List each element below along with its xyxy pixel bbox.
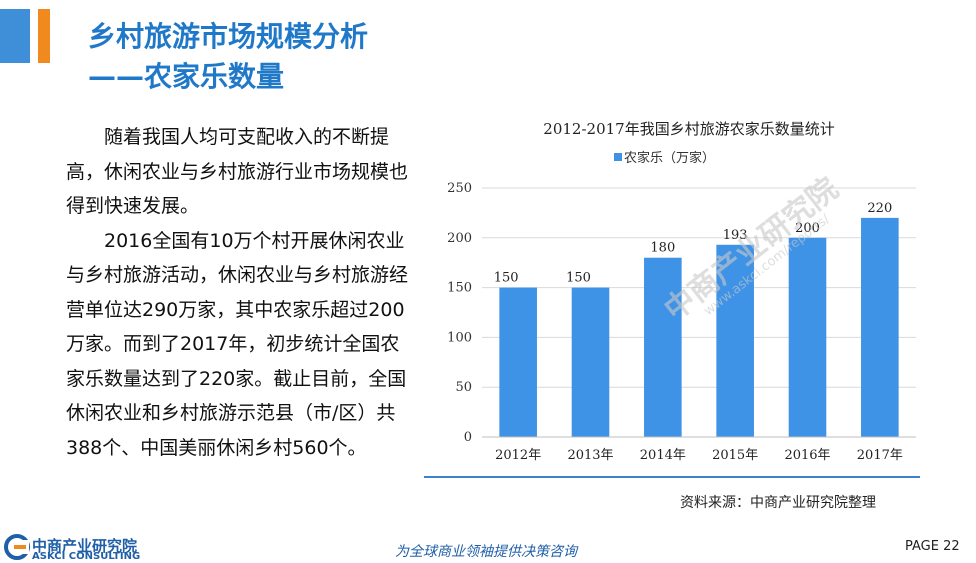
logo-text-en: ASKCI CONSULTING: [32, 551, 141, 562]
header-accent-orange: [38, 9, 50, 63]
x-tick-label: 2016年: [784, 448, 830, 463]
bar: [571, 287, 610, 437]
page-subtitle: ——农家乐数量: [88, 60, 285, 93]
company-logo-icon: [4, 534, 30, 560]
x-tick-label: 2012年: [495, 448, 541, 463]
data-label: 150: [566, 271, 591, 286]
y-tick-label: 200: [447, 231, 472, 246]
x-tick-label: 2017年: [857, 448, 903, 463]
bar: [644, 257, 682, 437]
legend-swatch: [614, 153, 622, 161]
chart-title: 2012-2017年我国乡村旅游农家乐数量统计: [543, 120, 834, 138]
footer-slogan: 为全球商业领袖提供决策咨询: [395, 544, 577, 560]
divider-line: [424, 476, 920, 478]
y-tick-label: 0: [464, 430, 472, 445]
y-tick-label: 50: [455, 380, 472, 395]
y-tick-label: 150: [447, 281, 472, 296]
bar: [861, 217, 899, 437]
data-label: 200: [795, 221, 820, 236]
header-accent-blue: [0, 9, 30, 63]
x-tick-label: 2015年: [712, 448, 758, 463]
data-label: 180: [650, 241, 675, 256]
bar: [788, 237, 827, 437]
bar: [499, 287, 537, 437]
data-label: 220: [867, 201, 892, 216]
body-text: 随着我国人均可支配收入的不断提高，休闲农业与乡村旅游行业市场规模也得到快速发展。…: [66, 120, 416, 465]
logo-text-cn: 中商产业研究院: [32, 537, 138, 555]
x-tick-label: 2013年: [567, 448, 613, 463]
x-tick-label: 2014年: [640, 448, 686, 463]
page-number: PAGE 22: [905, 539, 960, 554]
data-label: 150: [494, 271, 519, 286]
data-label: 193: [723, 228, 748, 243]
source-note: 资料来源：中商产业研究院整理: [680, 495, 876, 511]
bar: [716, 244, 754, 437]
y-tick-label: 250: [447, 181, 472, 196]
legend-label: 农家乐（万家）: [624, 150, 715, 166]
y-tick-label: 100: [447, 330, 472, 345]
paragraph-1: 随着我国人均可支配收入的不断提高，休闲农业与乡村旅游行业市场规模也得到快速发展。: [66, 126, 409, 217]
page-title: 乡村旅游市场规模分析: [88, 20, 369, 53]
paragraph-2: 2016全国有10万个村开展休闲农业与乡村旅游活动，休闲农业与乡村旅游经营单位达…: [66, 229, 409, 459]
